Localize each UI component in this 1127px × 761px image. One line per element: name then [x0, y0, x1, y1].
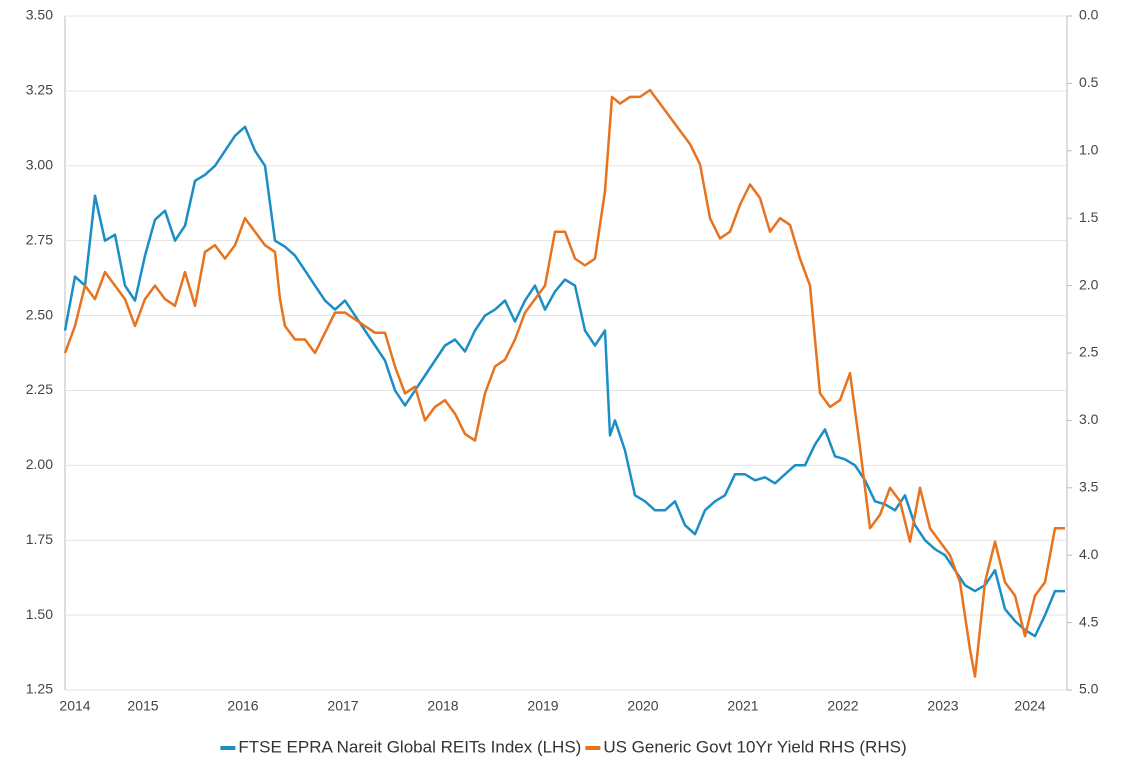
series-line [63, 88, 1065, 678]
x-tick-label: 2022 [827, 698, 858, 714]
y-tick-label: 1.25 [26, 681, 53, 697]
y-tick-label: 2.00 [26, 456, 53, 472]
y2-tick-label: 3.5 [1079, 479, 1099, 495]
x-tick-label: 2017 [327, 698, 358, 714]
y-tick-label: 3.50 [26, 7, 53, 23]
x-tick-label: 2021 [727, 698, 758, 714]
x-tick-label: 2018 [427, 698, 458, 714]
series-line [63, 125, 1065, 638]
y-tick-label: 3.00 [26, 156, 53, 172]
y-tick-label: 1.75 [26, 531, 53, 547]
x-tick-label: 2023 [927, 698, 958, 714]
x-tick-label: 2016 [227, 698, 258, 714]
y2-tick-label: 5.0 [1079, 681, 1099, 697]
y2-tick-label: 4.5 [1079, 613, 1099, 629]
x-tick-label: 2024 [1014, 698, 1045, 714]
y2-tick-label: 0.0 [1079, 7, 1099, 23]
y2-tick-label: 3.0 [1079, 411, 1099, 427]
y-tick-label: 2.50 [26, 306, 53, 322]
y2-tick-label: 2.5 [1079, 344, 1099, 360]
x-tick-label: 2015 [127, 698, 158, 714]
y2-tick-label: 0.5 [1079, 74, 1099, 90]
y2-tick-label: 4.0 [1079, 546, 1099, 562]
x-tick-label: 2019 [527, 698, 558, 714]
y2-tick-label: 1.0 [1079, 142, 1099, 158]
y2-tick-label: 1.5 [1079, 209, 1099, 225]
y2-tick-label: 2.0 [1079, 276, 1099, 292]
y-tick-label: 3.25 [26, 82, 53, 98]
y-tick-label: 2.75 [26, 231, 53, 247]
legend-label: US Generic Govt 10Yr Yield RHS (RHS) [603, 737, 906, 756]
y-tick-label: 2.25 [26, 381, 53, 397]
y-tick-label: 1.50 [26, 606, 53, 622]
x-tick-label: 2020 [627, 698, 658, 714]
x-tick-label: 2014 [59, 698, 90, 714]
legend-label: FTSE EPRA Nareit Global REITs Index (LHS… [238, 737, 581, 756]
